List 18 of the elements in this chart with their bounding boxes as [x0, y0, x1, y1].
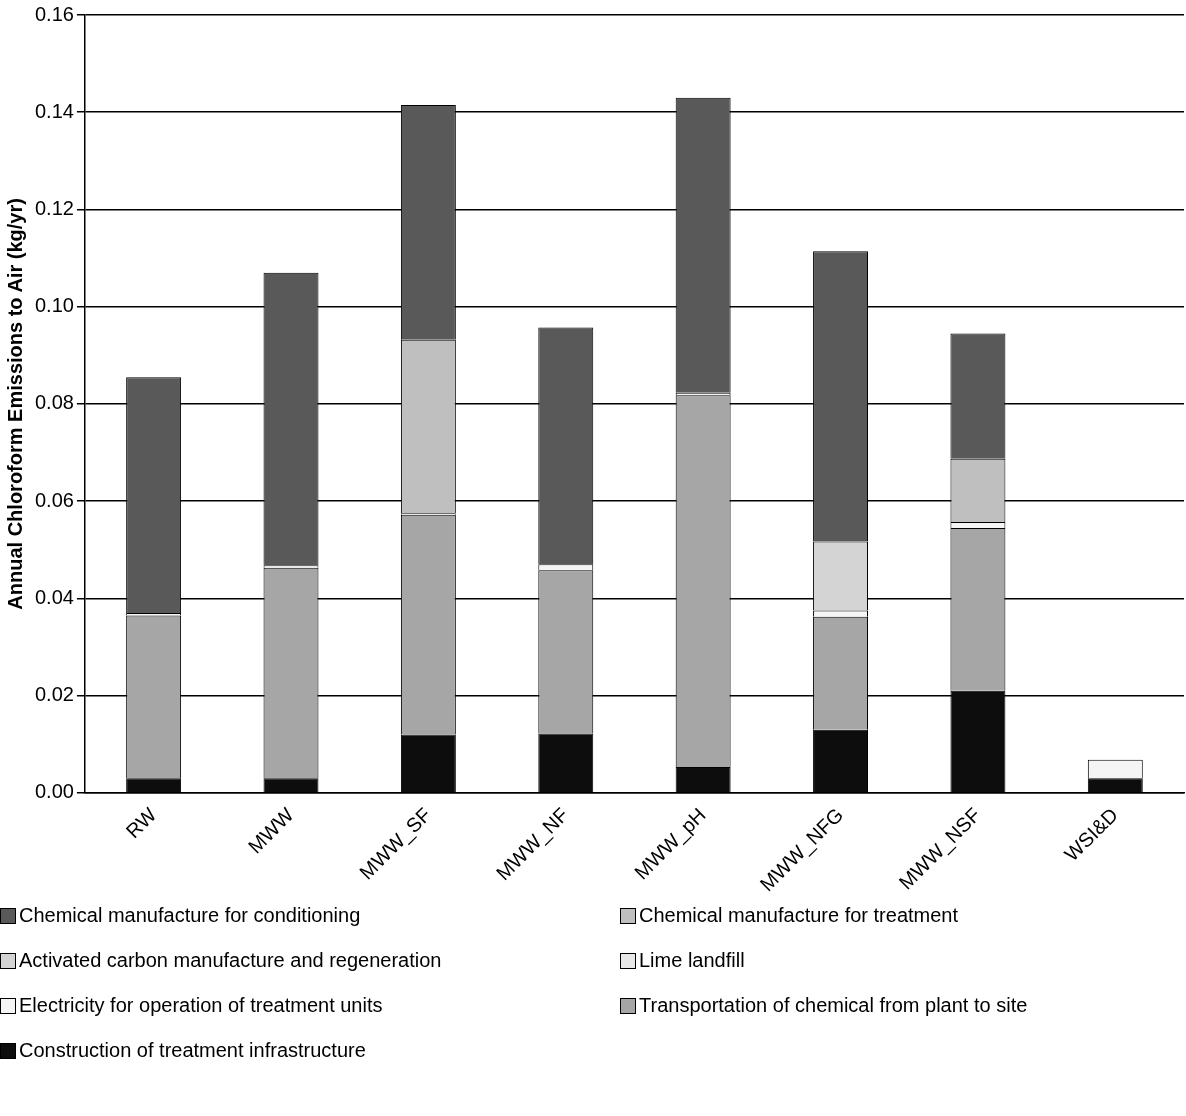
y-tick-label: 0.06 [34, 488, 74, 511]
legend-label: Activated carbon manufacture and regeneration [19, 949, 442, 972]
y-tick-label: 0.00 [34, 780, 74, 803]
y-axis-title: Annual Chloroform Emissions to Air (kg/yr) [3, 198, 26, 610]
y-tick-label: 0.12 [34, 196, 74, 219]
y-tick-label: 0.04 [34, 585, 74, 608]
legend-label: Chemical manufacture for conditioning [19, 904, 361, 927]
legend-label: Lime landfill [639, 949, 745, 972]
x-tick-label: RW [121, 803, 161, 843]
legend-label: Electricity for operation of treatment units [19, 994, 383, 1017]
y-tick-label: 0.08 [34, 391, 74, 414]
legend-label: Chemical manufacture for treatment [639, 904, 959, 927]
y-tick-label: 0.02 [34, 683, 74, 706]
legend-label: Construction of treatment infrastructure [19, 1039, 366, 1062]
y-tick-label: 0.14 [34, 99, 74, 122]
y-tick-label: 0.10 [34, 294, 74, 317]
y-tick-label: 0.16 [34, 2, 74, 25]
legend-label: Transportation of chemical from plant to site [639, 994, 1028, 1017]
